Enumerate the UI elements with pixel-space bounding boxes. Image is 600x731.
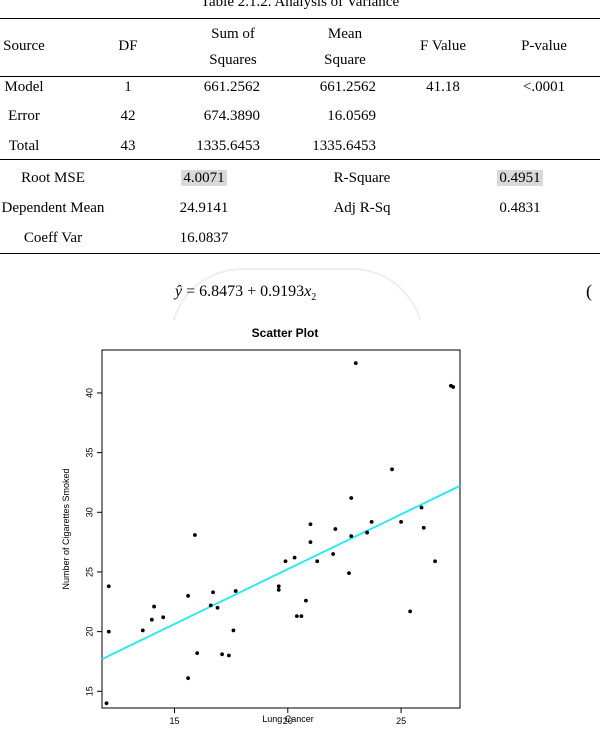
adj-r-sq-value: 0.4831 xyxy=(499,200,541,216)
data-point xyxy=(283,559,288,564)
table-bottom-rule xyxy=(0,253,600,254)
data-point xyxy=(353,361,358,366)
header-p-value: P-value xyxy=(521,38,567,54)
data-point xyxy=(390,467,394,472)
row-ss-error: 674.3890 xyxy=(203,108,260,124)
row-df-total: 43 xyxy=(120,138,136,154)
data-point xyxy=(315,559,320,564)
data-point xyxy=(152,604,157,609)
root-mse-label: Root MSE xyxy=(21,170,85,186)
data-point xyxy=(233,589,238,593)
x-tick-label: 15 xyxy=(169,716,179,726)
data-point xyxy=(215,605,220,610)
data-point xyxy=(140,628,145,633)
data-point xyxy=(195,651,200,656)
data-point xyxy=(106,629,111,634)
header-ms-line2: Square xyxy=(324,52,366,68)
scatter-plot: Scatter Plot Lung Cancer Number of Cigar… xyxy=(60,320,470,726)
adj-r-sq-label: Adj R-Sq xyxy=(333,200,391,216)
row-source-model: Model xyxy=(4,79,44,95)
data-point xyxy=(333,527,338,531)
data-point xyxy=(408,609,413,614)
data-point xyxy=(186,676,191,681)
header-ss-line1: Sum of xyxy=(211,26,255,42)
data-point xyxy=(186,593,191,598)
data-point xyxy=(331,552,336,556)
table-caption: Table 2.1.2. Analysis of Variance xyxy=(200,0,400,10)
plot-frame xyxy=(101,349,461,709)
root-mse-value: 4.0071 xyxy=(181,170,227,186)
cropped-bracket-glyph: ( xyxy=(586,281,592,301)
r-square-value: 0.4951 xyxy=(497,170,543,186)
row-ms-error: 16.0569 xyxy=(327,108,376,124)
header-ss-line2: Squares xyxy=(209,52,257,68)
scatter-plot-svg: Scatter Plot Lung Cancer Number of Cigar… xyxy=(60,320,470,726)
data-point xyxy=(308,540,313,545)
regression-line xyxy=(101,484,461,661)
y-tick-label: 40 xyxy=(84,388,94,398)
row-df-model: 1 xyxy=(124,79,132,95)
data-point xyxy=(220,652,224,657)
data-point xyxy=(365,530,370,535)
data-point xyxy=(192,533,197,537)
data-point xyxy=(104,701,109,706)
y-tick-label: 25 xyxy=(84,567,94,577)
regression-equation: ŷ = 6.8473 + 0.9193x2 xyxy=(175,283,317,304)
data-point xyxy=(294,614,299,619)
row-ms-model: 661.2562 xyxy=(319,79,376,95)
data-point xyxy=(211,590,215,595)
coeff-var-label: Coeff Var xyxy=(23,230,83,246)
data-point xyxy=(347,571,351,576)
data-point xyxy=(421,525,426,530)
x-tick-label: 25 xyxy=(396,716,406,726)
chart-title: Scatter Plot xyxy=(252,326,319,340)
row-p-model: <.0001 xyxy=(522,79,566,95)
row-ss-model: 661.2562 xyxy=(203,79,260,95)
data-point xyxy=(299,614,304,619)
row-source-error: Error xyxy=(8,108,40,124)
dependent-mean-value: 24.9141 xyxy=(179,200,229,216)
r-square-label: R-Square xyxy=(333,170,391,186)
y-tick-label: 30 xyxy=(84,507,94,517)
data-point xyxy=(433,559,437,564)
y-tick-label: 20 xyxy=(84,627,94,637)
data-point xyxy=(106,584,111,589)
x-tick-label: 20 xyxy=(283,716,293,726)
data-point xyxy=(292,555,297,560)
y-tick-label: 15 xyxy=(84,686,94,696)
header-f-value: F Value xyxy=(420,38,466,54)
data-point xyxy=(419,505,424,510)
data-point xyxy=(349,496,354,500)
data-point xyxy=(451,385,456,389)
table-header-rule xyxy=(0,76,600,77)
y-tick-label: 35 xyxy=(84,448,94,458)
data-point xyxy=(308,522,313,527)
dependent-mean-label: Dependent Mean xyxy=(1,200,105,216)
row-ms-total: 1335.6453 xyxy=(312,138,376,154)
data-point xyxy=(149,617,154,622)
table-top-rule xyxy=(0,18,600,19)
data-point xyxy=(231,628,236,633)
table-section-rule xyxy=(0,159,600,160)
y-axis-label: Number of Cigarettes Smoked xyxy=(61,468,71,589)
data-point xyxy=(226,653,231,658)
header-df: DF xyxy=(118,38,138,54)
row-source-total: Total xyxy=(8,138,40,154)
data-point xyxy=(369,519,374,524)
header-source: Source xyxy=(3,38,45,54)
data-point xyxy=(161,615,166,620)
row-ss-total: 1335.6453 xyxy=(196,138,260,154)
data-point xyxy=(304,598,308,603)
data-point xyxy=(208,603,213,608)
x-axis-label: Lung Cancer xyxy=(262,714,314,724)
data-point xyxy=(349,534,354,539)
coeff-var-value: 16.0837 xyxy=(179,230,229,246)
row-f-model: 41.18 xyxy=(426,79,460,95)
data-point xyxy=(399,519,403,524)
header-ms-line1: Mean xyxy=(327,26,363,42)
data-point xyxy=(276,587,281,592)
data-point xyxy=(276,584,281,589)
row-df-error: 42 xyxy=(120,108,136,124)
